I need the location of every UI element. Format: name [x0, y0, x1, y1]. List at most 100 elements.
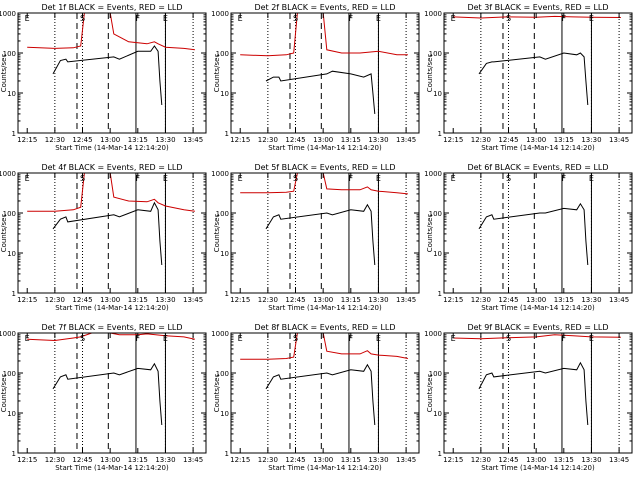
state-marker-label: E — [238, 334, 243, 343]
series-lld-line — [240, 332, 408, 360]
y-tick-label: 100 — [3, 210, 16, 218]
plot-frame — [17, 172, 207, 294]
panel-title: Det 6f BLACK = Events, RED = LLD — [467, 163, 608, 172]
detector-panel-4: Det 4f BLACK = Events, RED = LLD 1 10 100 10… — [0, 163, 207, 312]
y-tick-label: 10 — [7, 410, 16, 418]
x-tick-label: 12:15 — [443, 136, 463, 144]
x-tick-label: 13:45 — [609, 296, 629, 304]
y-tick-label: 1 — [438, 450, 442, 458]
state-marker-label: E — [376, 174, 381, 183]
x-tick-label: 13:15 — [128, 296, 148, 304]
detector-panel-8: Det 8f BLACK = Events, RED = LLD 1 10 100 10… — [211, 323, 420, 472]
y-tick-label: 1000 — [424, 330, 442, 338]
x-axis-label: Start Time (14-Mar-14 12:14:20) — [55, 304, 169, 312]
state-marker-label: F — [348, 174, 353, 183]
y-tick-label: 10 — [7, 90, 16, 98]
x-tick-label: 12:30 — [471, 136, 491, 144]
y-tick-label: 10 — [220, 250, 229, 258]
state-marker-label: E — [451, 334, 456, 343]
state-marker-label: S — [293, 334, 298, 343]
x-tick-label: 12:30 — [471, 296, 491, 304]
y-tick-label: 10 — [220, 90, 229, 98]
x-tick-label: 13:45 — [609, 456, 629, 464]
y-tick-label: 1000 — [424, 10, 442, 18]
plot-frame — [443, 332, 633, 454]
y-tick-label: 1000 — [211, 330, 229, 338]
y-tick-label: 1000 — [0, 10, 16, 18]
x-tick-label: 13:45 — [183, 296, 203, 304]
y-tick-label: 10 — [7, 250, 16, 258]
x-tick-label: 13:45 — [609, 136, 629, 144]
state-marker-label: F — [135, 14, 140, 23]
series-events-line — [52, 45, 163, 106]
state-marker-label: F — [561, 174, 566, 183]
x-tick-label: 13:15 — [128, 456, 148, 464]
x-tick-label: 13:30 — [581, 136, 601, 144]
series-events-line — [265, 363, 376, 426]
x-axis-label: Start Time (14-Mar-14 12:14:20) — [481, 144, 595, 152]
series-events-line — [478, 52, 589, 106]
y-axis-label: Counts/sec — [0, 214, 8, 253]
plot-frame — [230, 12, 420, 134]
y-axis-label: Counts/sec — [0, 374, 8, 413]
x-tick-label: 12:15 — [17, 136, 37, 144]
y-tick-label: 1000 — [424, 170, 442, 178]
x-tick-label: 13:45 — [396, 136, 416, 144]
x-tick-label: 13:45 — [396, 296, 416, 304]
series-events-line — [478, 361, 589, 426]
y-axis-label: Counts/sec — [0, 54, 8, 93]
y-tick-label: 1 — [225, 290, 229, 298]
detector-panel-2: Det 2f BLACK = Events, RED = LLD 1 10 100 10… — [211, 3, 420, 152]
x-axis-label: Start Time (14-Mar-14 12:14:20) — [481, 464, 595, 472]
series-events-line — [265, 203, 376, 266]
detector-panel-5: Det 5f BLACK = Events, RED = LLD 1 10 100 10… — [211, 163, 420, 312]
x-tick-label: 13:00 — [313, 296, 333, 304]
state-marker-label: S — [506, 14, 511, 23]
y-tick-label: 100 — [429, 210, 442, 218]
x-tick-label: 12:45 — [498, 136, 518, 144]
y-tick-label: 100 — [429, 50, 442, 58]
state-marker-label: S — [80, 14, 85, 23]
x-tick-label: 12:30 — [45, 136, 65, 144]
state-marker-label: S — [80, 334, 85, 343]
state-marker-label: F — [561, 14, 566, 23]
x-axis-label: Start Time (14-Mar-14 12:14:20) — [481, 304, 595, 312]
x-tick-label: 12:45 — [498, 456, 518, 464]
panel-title: Det 7f BLACK = Events, RED = LLD — [41, 323, 182, 332]
x-tick-label: 12:15 — [443, 296, 463, 304]
x-tick-label: 12:30 — [258, 296, 278, 304]
x-tick-label: 12:30 — [45, 456, 65, 464]
state-marker-label: S — [293, 174, 298, 183]
x-tick-label: 13:00 — [526, 136, 546, 144]
series-events-line — [52, 362, 163, 426]
x-tick-label: 13:15 — [554, 456, 574, 464]
y-axis-label: Counts/sec — [426, 54, 434, 93]
series-events-line — [265, 70, 376, 114]
detector-panel-3: Det 3f BLACK = Events, RED = LLD 1 10 100 10… — [424, 3, 633, 152]
x-tick-label: 12:30 — [258, 136, 278, 144]
plot-frame — [230, 332, 420, 454]
x-tick-label: 13:15 — [554, 296, 574, 304]
panel-title: Det 5f BLACK = Events, RED = LLD — [254, 163, 395, 172]
y-axis-label: Counts/sec — [426, 374, 434, 413]
y-tick-label: 1 — [438, 290, 442, 298]
panel-title: Det 4f BLACK = Events, RED = LLD — [41, 163, 182, 172]
y-tick-label: 1000 — [0, 330, 16, 338]
y-tick-label: 100 — [216, 210, 229, 218]
panel-title: Det 3f BLACK = Events, RED = LLD — [467, 3, 608, 12]
state-marker-label: E — [238, 174, 243, 183]
detector-panel-9: Det 9f BLACK = Events, RED = LLD 1 10 100 10… — [424, 323, 633, 472]
x-tick-label: 13:00 — [100, 296, 120, 304]
y-tick-label: 100 — [216, 50, 229, 58]
panel-title: Det 2f BLACK = Events, RED = LLD — [254, 3, 395, 12]
x-tick-label: 13:00 — [313, 136, 333, 144]
state-marker-label: E — [451, 14, 456, 23]
panel-title: Det 1f BLACK = Events, RED = LLD — [41, 3, 182, 12]
series-events-line — [52, 201, 163, 266]
x-tick-label: 13:15 — [341, 136, 361, 144]
y-tick-label: 10 — [433, 250, 442, 258]
state-marker-label: E — [589, 174, 594, 183]
state-marker-label: E — [25, 174, 30, 183]
